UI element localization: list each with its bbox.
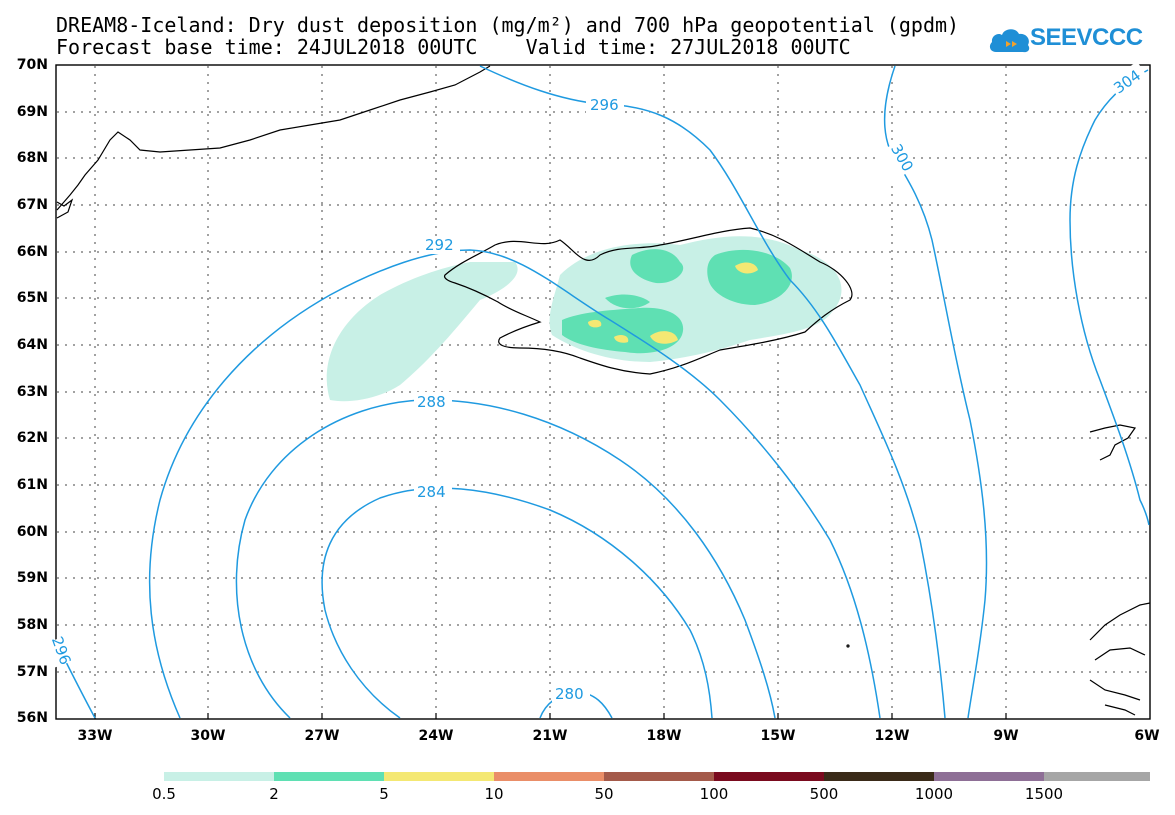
- lon-label: 9W: [993, 728, 1019, 744]
- dust-peak-3: [614, 334, 629, 343]
- lat-label: 57N: [16, 664, 48, 680]
- greenland-coast: [56, 65, 491, 211]
- contour-label: 280: [555, 685, 584, 703]
- faroe-islands: [1089, 424, 1137, 461]
- dust-peak-2: [650, 331, 678, 344]
- lon-label: 6W: [1134, 728, 1160, 744]
- dust-core-3: [562, 307, 684, 354]
- colorbar-label: 10: [484, 785, 504, 803]
- lat-label: 59N: [16, 570, 48, 586]
- lon-label: 24W: [418, 728, 454, 744]
- scotland-coast: [1089, 602, 1151, 716]
- colorbar-swatch: [714, 772, 824, 781]
- colorbar-label: 0.5: [152, 785, 176, 803]
- lat-label: 68N: [16, 150, 48, 166]
- lat-label: 56N: [16, 710, 48, 726]
- lat-label: 66N: [16, 244, 48, 260]
- colorbar-label: 1000: [914, 785, 954, 803]
- contour-label: 284: [417, 483, 446, 501]
- colorbar-label: 5: [379, 785, 389, 803]
- colorbar-label: 2: [269, 785, 279, 803]
- iceland-coast: [443, 227, 853, 375]
- lat-label: 69N: [16, 104, 48, 120]
- colorbar-swatch: [1044, 772, 1150, 781]
- lat-label: 60N: [16, 524, 48, 540]
- dust-peak-1: [735, 262, 758, 274]
- dust-core-1: [630, 249, 684, 284]
- lat-label: 61N: [16, 477, 48, 493]
- lat-label: 64N: [16, 337, 48, 353]
- dust-area-west: [326, 262, 518, 402]
- contour-304: [1069, 69, 1150, 526]
- colorbar-swatch: [164, 772, 274, 781]
- lat-label: 62N: [16, 430, 48, 446]
- dust-core-4: [605, 294, 650, 309]
- logo-text: SEEVCCC: [1030, 24, 1143, 51]
- lon-label: 30W: [190, 728, 226, 744]
- colorbar-label: 100: [699, 785, 729, 803]
- lat-label: 65N: [16, 290, 48, 306]
- contour-label: 292: [425, 236, 454, 254]
- rockall: [846, 644, 850, 648]
- lat-label: 58N: [16, 617, 48, 633]
- colorbar-swatch: [274, 772, 384, 781]
- colorbar-swatch: [384, 772, 494, 781]
- map-frame: [55, 64, 1151, 720]
- greenland-coast-2: [56, 198, 74, 219]
- dust-peak-4: [588, 319, 602, 328]
- lon-label: 27W: [304, 728, 340, 744]
- map-title: DREAM8-Iceland: Dry dust deposition (mg/…: [56, 13, 960, 37]
- colorbar-swatch: [934, 772, 1044, 781]
- lon-label: 21W: [532, 728, 568, 744]
- contour-288: [235, 399, 776, 719]
- forecast-times: Forecast base time: 24JUL2018 00UTC Vali…: [56, 35, 851, 59]
- dust-deposition-field: [326, 236, 842, 402]
- lon-label: 33W: [77, 728, 113, 744]
- colorbar-swatch: [604, 772, 714, 781]
- colorbar-label: 50: [594, 785, 614, 803]
- contour-label: 288: [417, 393, 446, 411]
- coastlines: [56, 65, 1151, 716]
- lat-label: 63N: [16, 384, 48, 400]
- cloud-icon: [989, 29, 1030, 53]
- dust-core-2: [707, 249, 792, 305]
- contour-label: 296: [590, 96, 619, 114]
- contour-284: [321, 487, 713, 719]
- contour-292: [148, 249, 881, 719]
- colorbar-label: 500: [809, 785, 839, 803]
- axis-ticks: [94, 713, 1007, 719]
- colorbar-swatch: [494, 772, 604, 781]
- lat-label: 70N: [16, 57, 48, 73]
- graticule: [57, 66, 1149, 718]
- lon-label: 18W: [646, 728, 682, 744]
- colorbar-label: 1500: [1024, 785, 1064, 803]
- seevccc-logo: SEEVCCC: [988, 20, 1143, 60]
- lon-label: 15W: [760, 728, 796, 744]
- colorbar-swatch: [824, 772, 934, 781]
- lon-label: 12W: [874, 728, 910, 744]
- lat-label: 67N: [16, 197, 48, 213]
